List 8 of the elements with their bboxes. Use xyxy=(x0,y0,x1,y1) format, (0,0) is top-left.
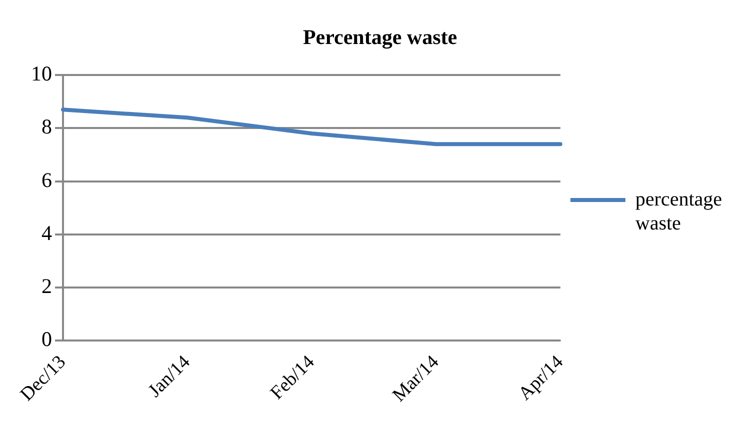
y-tick-label: 0 xyxy=(42,326,52,351)
legend-label: percentage waste xyxy=(635,188,722,234)
y-tick-label: 6 xyxy=(42,168,52,192)
y-tick-label: 10 xyxy=(31,62,52,86)
y-tick-label: 2 xyxy=(42,274,52,298)
y-tick-label: 8 xyxy=(42,114,52,139)
chart-title: Percentage waste xyxy=(302,25,458,50)
y-tick-label: 4 xyxy=(42,220,52,245)
